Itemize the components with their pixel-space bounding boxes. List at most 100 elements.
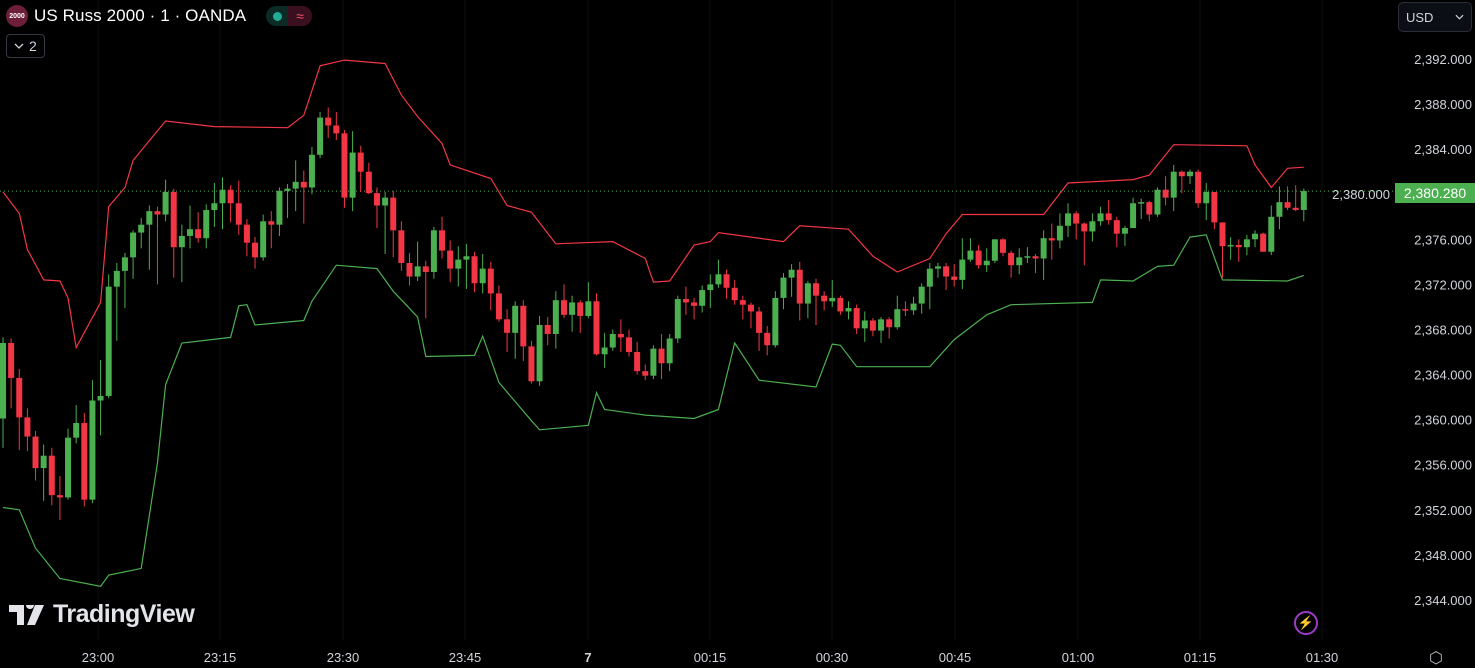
candle-up (276, 190, 283, 225)
upper-band-line (2, 59, 1304, 350)
candle-down (520, 305, 527, 347)
candle-down (195, 229, 202, 239)
symbol-logo: 2000 (6, 5, 28, 27)
logo-text: TradingView (53, 600, 195, 628)
candle-up (609, 333, 616, 348)
price-tick-label: 2,364.000 (1414, 368, 1472, 383)
candle-up (211, 203, 218, 211)
time-tick-label: 00:45 (939, 650, 972, 665)
candle-down (764, 332, 771, 346)
candle-up (788, 269, 795, 278)
candle-up (1252, 233, 1259, 240)
candle-down (252, 242, 259, 258)
time-axis[interactable]: 23:00 23:15 23:30 23:45 7 00:15 00:30 00:45 01:0… (82, 650, 1339, 665)
price-tick-label: 2,372.000 (1414, 277, 1472, 292)
candle-down (1292, 207, 1299, 211)
candle-up (113, 270, 120, 287)
candle-down (243, 224, 250, 243)
candle-up (983, 260, 990, 266)
candle-up (382, 197, 389, 206)
candle-down (1081, 223, 1088, 232)
candle-up (260, 221, 267, 258)
candle-down (439, 230, 446, 251)
price-tick-label: 2,368.000 (1414, 322, 1472, 337)
candle-up (569, 302, 576, 315)
candle-down (1284, 202, 1291, 208)
candle-down (1113, 220, 1120, 234)
candle-up (349, 152, 356, 198)
candle-down (406, 262, 413, 277)
candle-down (390, 197, 397, 231)
candle-up (1203, 191, 1210, 204)
candle-up (284, 188, 291, 191)
candle-up (1227, 244, 1234, 247)
candle-up (1065, 213, 1072, 226)
candle-down (1048, 238, 1055, 241)
candle-down (422, 266, 429, 273)
lightning-icon[interactable]: ⚡ (1294, 611, 1318, 635)
candle-up (666, 338, 673, 364)
candle-down (341, 133, 348, 198)
candle-down (1073, 213, 1080, 224)
candle-up (455, 259, 462, 269)
candle-down (1235, 244, 1242, 248)
candle-up (65, 437, 72, 498)
candle-down (1178, 171, 1185, 177)
candle-down (1219, 222, 1226, 247)
candle-down (951, 276, 958, 280)
candle-down (495, 293, 502, 320)
symbol-legend[interactable]: 2000 US Russ 2000 · 1 · OANDA ≈ (6, 5, 313, 27)
candle-down (1195, 171, 1202, 204)
candle-up (89, 400, 96, 500)
candle-up (934, 266, 941, 269)
candle-down (235, 203, 242, 225)
price-tick-label: 2,356.000 (1414, 458, 1472, 473)
candle-up (292, 181, 299, 189)
candle-up (715, 274, 722, 285)
candle-down (975, 250, 982, 266)
candle-up (650, 348, 657, 376)
candle-up (146, 211, 153, 225)
candle-up (699, 290, 706, 306)
indicators-collapse-button[interactable]: 2 (6, 34, 45, 58)
candle-up (1276, 202, 1283, 217)
time-tick-label: 7 (584, 650, 591, 665)
candle-up (308, 154, 315, 188)
candle-up (219, 189, 226, 204)
candle-up (430, 230, 437, 273)
chevron-down-icon (1455, 14, 1464, 20)
candle-up (512, 305, 519, 333)
candle-up (1097, 213, 1104, 222)
price-axis[interactable]: 2,392.000 2,388.000 2,384.000 2,380.000 2,37… (1332, 52, 1472, 608)
candle-down (56, 495, 63, 498)
candle-up (552, 300, 559, 334)
candle-down (8, 343, 15, 378)
tradingview-logo[interactable]: TradingView (9, 600, 195, 629)
candle-down (227, 189, 234, 204)
candle-down (813, 283, 819, 296)
candle-down (373, 193, 380, 206)
candle-down (756, 311, 763, 333)
candle-up (1121, 228, 1128, 234)
candle-up (1170, 171, 1177, 198)
candle-down (739, 300, 746, 305)
candle-up (414, 266, 421, 277)
candle-up (967, 250, 974, 260)
candle-up (674, 299, 681, 339)
candle-down (357, 152, 364, 172)
candle-down (1162, 189, 1169, 198)
market-status[interactable]: ≈ (266, 6, 313, 26)
market-open-icon (266, 6, 289, 26)
symbol-title[interactable]: US Russ 2000 · 1 · OANDA (34, 6, 247, 25)
candle-down (398, 230, 405, 263)
candle-down (48, 455, 55, 496)
candle-down (691, 302, 698, 306)
candle-up (1016, 257, 1023, 266)
candle-down (1105, 213, 1112, 221)
candle-down (471, 256, 478, 284)
settings-hexagon-icon[interactable]: ⬡ (1429, 650, 1443, 667)
currency-select[interactable]: USD (1398, 2, 1472, 32)
candle-down (999, 239, 1006, 253)
candle-down (1032, 256, 1039, 259)
